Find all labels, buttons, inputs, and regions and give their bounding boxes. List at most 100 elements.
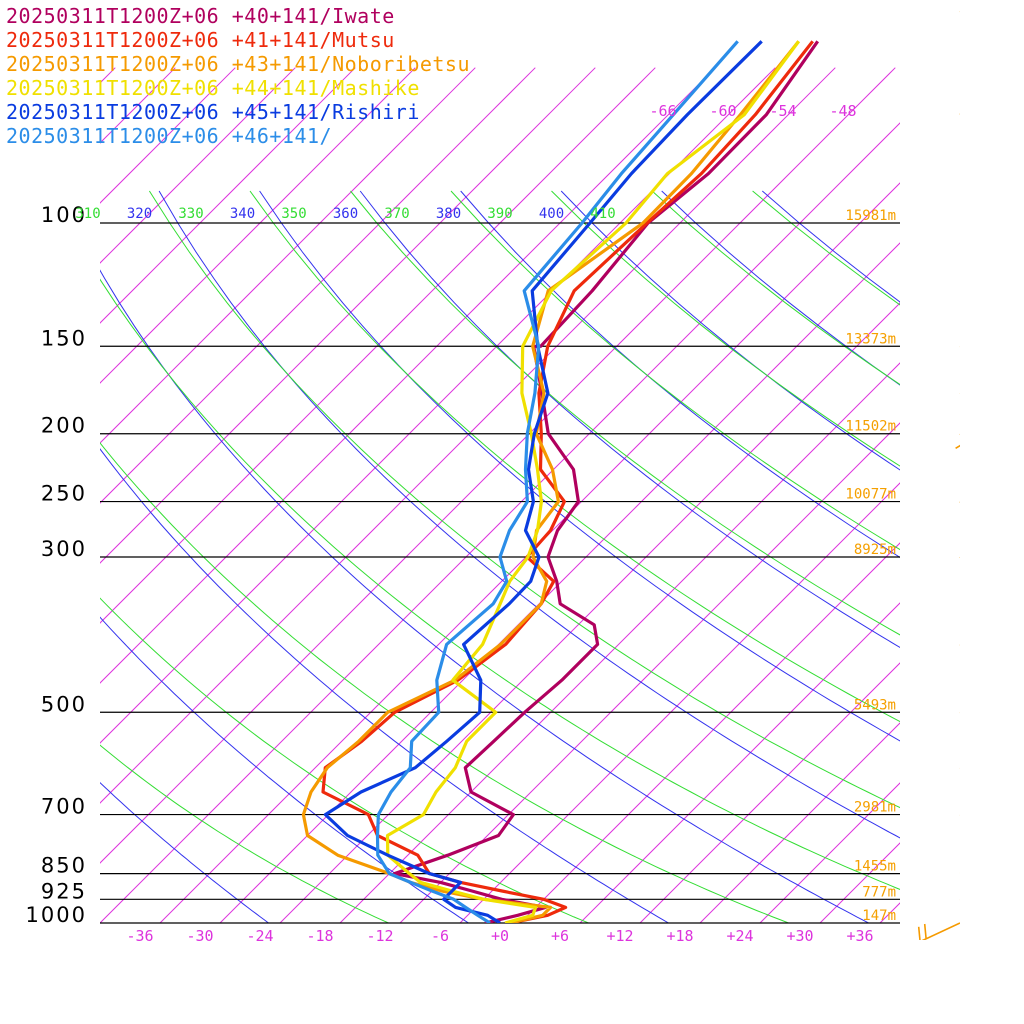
isotherm-line (579, 602, 900, 923)
height-label: 777m (862, 884, 896, 900)
temperature-label: -30 (186, 927, 213, 945)
isotherm-lines (100, 67, 1024, 923)
temperature-label: +18 (666, 927, 693, 945)
isotherm-line (100, 67, 176, 144)
upper-isotherm-label: -66 (649, 102, 676, 120)
dry-adiabat-line (100, 782, 270, 923)
temperature-label: +24 (726, 927, 753, 945)
pressure-label: 250 (41, 482, 87, 506)
wind-barb (959, 11, 960, 13)
height-label: 1455m (854, 859, 896, 875)
wind-barb (959, 814, 960, 816)
wind-barbs (917, 11, 960, 940)
temperature-label: -6 (431, 927, 449, 945)
chart-legend: 20250311T1200Z+06 +40+141/Iwate 20250311T… (6, 4, 470, 148)
wind-barb (959, 393, 960, 394)
wind-barb (959, 346, 960, 348)
pressure-label: 100 (41, 203, 87, 227)
theta-label: 390 (487, 206, 512, 222)
legend-entry: 20250311T1200Z+06 +45+141/Rishiri (6, 100, 420, 124)
isotherm-line (100, 67, 296, 264)
theta-label: 350 (281, 206, 306, 222)
theta-label: 360 (333, 206, 358, 222)
temperature-label: +36 (846, 927, 873, 945)
pressure-label: 850 (41, 854, 87, 878)
upper-isotherm-label: -54 (769, 102, 796, 120)
isotherm-line (1000, 68, 1024, 923)
isotherm-line (219, 242, 900, 923)
theta-label: 370 (384, 206, 409, 222)
moist-adiabat-line (100, 442, 790, 923)
dry-adiabat-line (661, 190, 900, 386)
theta-label: 410 (590, 206, 615, 222)
height-label: 5493m (854, 697, 896, 713)
dry-adiabat-lines (100, 190, 900, 923)
temperature-label: -18 (306, 927, 333, 945)
isotherm-line (100, 67, 716, 684)
moist-adiabat-line (551, 190, 900, 467)
isobar-lines (100, 222, 900, 924)
legend-entry: 20250311T1200Z+06 +41+141/Mutsu (6, 28, 395, 52)
isotherm-line (100, 67, 476, 444)
height-label: 10077m (845, 487, 896, 503)
wind-barb (959, 113, 960, 115)
pressure-label: 1000 (26, 903, 87, 927)
dry-adiabat-line (158, 190, 900, 839)
wind-barb (959, 501, 960, 503)
wind-barb (959, 556, 960, 559)
moist-adiabat-line (752, 190, 900, 306)
wind-barb (917, 922, 960, 940)
temperature-label: +0 (491, 927, 509, 945)
legend-entry: 20250311T1200Z+06 +46+141/ (6, 124, 333, 148)
sounding-series (301, 40, 820, 923)
wind-barb (959, 767, 960, 769)
wind-barb (955, 433, 960, 449)
temperature-axis-labels: -36 -30 -24 -18 -12 -6 +0 +6 +12 +18 +24 +30 +36 (126, 927, 873, 945)
isotherm-line (100, 67, 776, 744)
pressure-label: 500 (41, 692, 87, 716)
dry-adiabat-line (560, 190, 900, 471)
theta-label: 400 (539, 206, 564, 222)
isotherm-line (459, 482, 900, 923)
height-label: 11502m (845, 419, 896, 435)
wind-barb (959, 644, 960, 646)
sounding-line-2 (321, 40, 814, 923)
temperature-label: +30 (786, 927, 813, 945)
theta-label: 380 (436, 206, 461, 222)
isotherm-line (100, 67, 836, 804)
isotherm-line (159, 182, 900, 923)
pressure-label: 925 (41, 879, 87, 903)
wind-barb (959, 899, 960, 901)
moist-adiabat-line (100, 597, 590, 923)
pressure-label: 150 (41, 326, 87, 350)
temperature-label: -24 (246, 927, 273, 945)
sounding-line-4 (385, 40, 800, 923)
temperature-label: +6 (551, 927, 569, 945)
pressure-label: 700 (41, 795, 87, 819)
upper-isotherm-label: -60 (709, 102, 736, 120)
height-labels: 15981m 13373m 11502m 10077m 8925m 5493m 2981m 1… (845, 208, 896, 924)
moist-adiabat-line (148, 190, 900, 809)
temperature-label: -36 (126, 927, 153, 945)
sounding-line-6 (375, 40, 739, 923)
isotherm-line (100, 67, 356, 324)
height-label: 8925m (854, 542, 896, 558)
isotherm-line (100, 67, 596, 564)
isotherm-line (100, 67, 896, 864)
legend-entry: 20250311T1200Z+06 +44+141/Mashike (6, 76, 420, 100)
height-label: 147m (862, 908, 896, 924)
isotherm-line (399, 422, 900, 923)
height-label: 13373m (845, 331, 896, 347)
theta-labels: 310 320 330 340 350 360 370 380 390 400 410 (75, 206, 615, 222)
theta-label: 310 (75, 206, 100, 222)
moist-adiabat-line (350, 190, 900, 636)
moist-adiabat-line (100, 744, 390, 923)
height-label: 15981m (845, 208, 896, 224)
temperature-label: -12 (366, 927, 393, 945)
isotherm-line (339, 362, 900, 923)
isotherm-line (519, 542, 900, 923)
moist-adiabat-line (651, 190, 900, 386)
isotherm-line (100, 67, 656, 624)
dry-adiabat-line (100, 269, 870, 923)
